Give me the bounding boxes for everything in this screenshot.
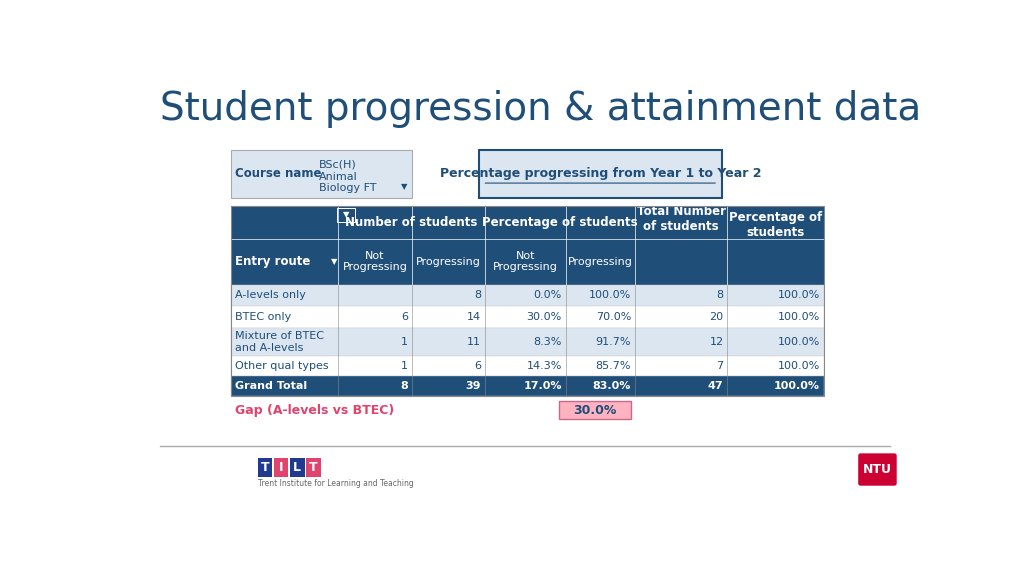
- Text: Mixture of BTEC
and A-levels: Mixture of BTEC and A-levels: [234, 331, 324, 353]
- Text: 20: 20: [710, 312, 724, 322]
- Text: Student progression & attainment data: Student progression & attainment data: [160, 90, 921, 128]
- Text: 12: 12: [710, 337, 724, 347]
- Text: 17.0%: 17.0%: [523, 381, 562, 391]
- Text: L: L: [293, 461, 301, 474]
- Text: 100.0%: 100.0%: [777, 312, 819, 322]
- Bar: [290, 458, 304, 478]
- Text: 8.3%: 8.3%: [534, 337, 562, 347]
- Text: 100.0%: 100.0%: [774, 381, 819, 391]
- Text: 91.7%: 91.7%: [596, 337, 631, 347]
- Text: 1: 1: [400, 361, 408, 370]
- Text: Course name: Course name: [236, 168, 322, 180]
- FancyBboxPatch shape: [858, 453, 897, 486]
- Bar: [230, 355, 823, 376]
- Bar: [273, 458, 289, 478]
- Text: ▼: ▼: [332, 257, 338, 266]
- Text: 30.0%: 30.0%: [573, 404, 616, 416]
- Text: 39: 39: [466, 381, 481, 391]
- Bar: [258, 458, 272, 478]
- Bar: [478, 150, 722, 199]
- Text: BTEC only: BTEC only: [234, 312, 291, 322]
- Bar: [230, 150, 412, 199]
- Text: Progressing: Progressing: [416, 257, 480, 267]
- Text: Other qual types: Other qual types: [234, 361, 328, 370]
- Text: 0.0%: 0.0%: [534, 290, 562, 301]
- Text: Grand Total: Grand Total: [234, 381, 306, 391]
- Text: 14.3%: 14.3%: [526, 361, 562, 370]
- Text: Total
Percentage of
students: Total Percentage of students: [729, 196, 822, 239]
- Text: T: T: [261, 461, 269, 474]
- Text: ▼: ▼: [343, 210, 349, 219]
- Text: 7: 7: [717, 361, 724, 370]
- Bar: [230, 285, 823, 306]
- Bar: [306, 458, 321, 478]
- Bar: [230, 306, 823, 328]
- Text: Not
Progressing: Not Progressing: [343, 251, 408, 272]
- Bar: [230, 328, 823, 355]
- Text: 100.0%: 100.0%: [777, 361, 819, 370]
- Text: A-levels only: A-levels only: [234, 290, 305, 301]
- Text: 8: 8: [717, 290, 724, 301]
- Text: 14: 14: [467, 312, 481, 322]
- Text: Progressing: Progressing: [568, 257, 633, 267]
- Text: 11: 11: [467, 337, 481, 347]
- Text: 1: 1: [400, 337, 408, 347]
- Text: 100.0%: 100.0%: [777, 290, 819, 301]
- Bar: [230, 376, 823, 396]
- Text: 70.0%: 70.0%: [596, 312, 631, 322]
- Text: Total Number
of students: Total Number of students: [637, 205, 726, 233]
- Text: 100.0%: 100.0%: [777, 337, 819, 347]
- Bar: [230, 206, 823, 396]
- Text: Trent Institute for Learning and Teaching: Trent Institute for Learning and Teachin…: [258, 479, 414, 488]
- Text: 85.7%: 85.7%: [596, 361, 631, 370]
- Text: 100.0%: 100.0%: [589, 290, 631, 301]
- Text: 6: 6: [474, 361, 481, 370]
- Text: Percentage of students: Percentage of students: [482, 216, 638, 229]
- Text: 8: 8: [474, 290, 481, 301]
- Text: T: T: [309, 461, 317, 474]
- Text: 8: 8: [400, 381, 408, 391]
- Text: Number of students: Number of students: [345, 216, 478, 229]
- Text: 83.0%: 83.0%: [593, 381, 631, 391]
- Text: 6: 6: [400, 312, 408, 322]
- Bar: [337, 208, 355, 222]
- Text: BSc(H)
Animal
Biology FT: BSc(H) Animal Biology FT: [319, 160, 377, 193]
- Text: 30.0%: 30.0%: [526, 312, 562, 322]
- Text: I: I: [279, 461, 284, 474]
- Text: Percentage progressing from Year 1 to Year 2: Percentage progressing from Year 1 to Ye…: [439, 168, 761, 180]
- Text: NTU: NTU: [863, 463, 892, 476]
- Text: Gap (A-levels vs BTEC): Gap (A-levels vs BTEC): [234, 404, 394, 416]
- Bar: [559, 401, 631, 419]
- Text: Not
Progressing: Not Progressing: [493, 251, 558, 272]
- Text: ▼: ▼: [400, 183, 408, 191]
- Text: 47: 47: [708, 381, 724, 391]
- Bar: [230, 206, 823, 285]
- Text: Entry route: Entry route: [234, 255, 310, 268]
